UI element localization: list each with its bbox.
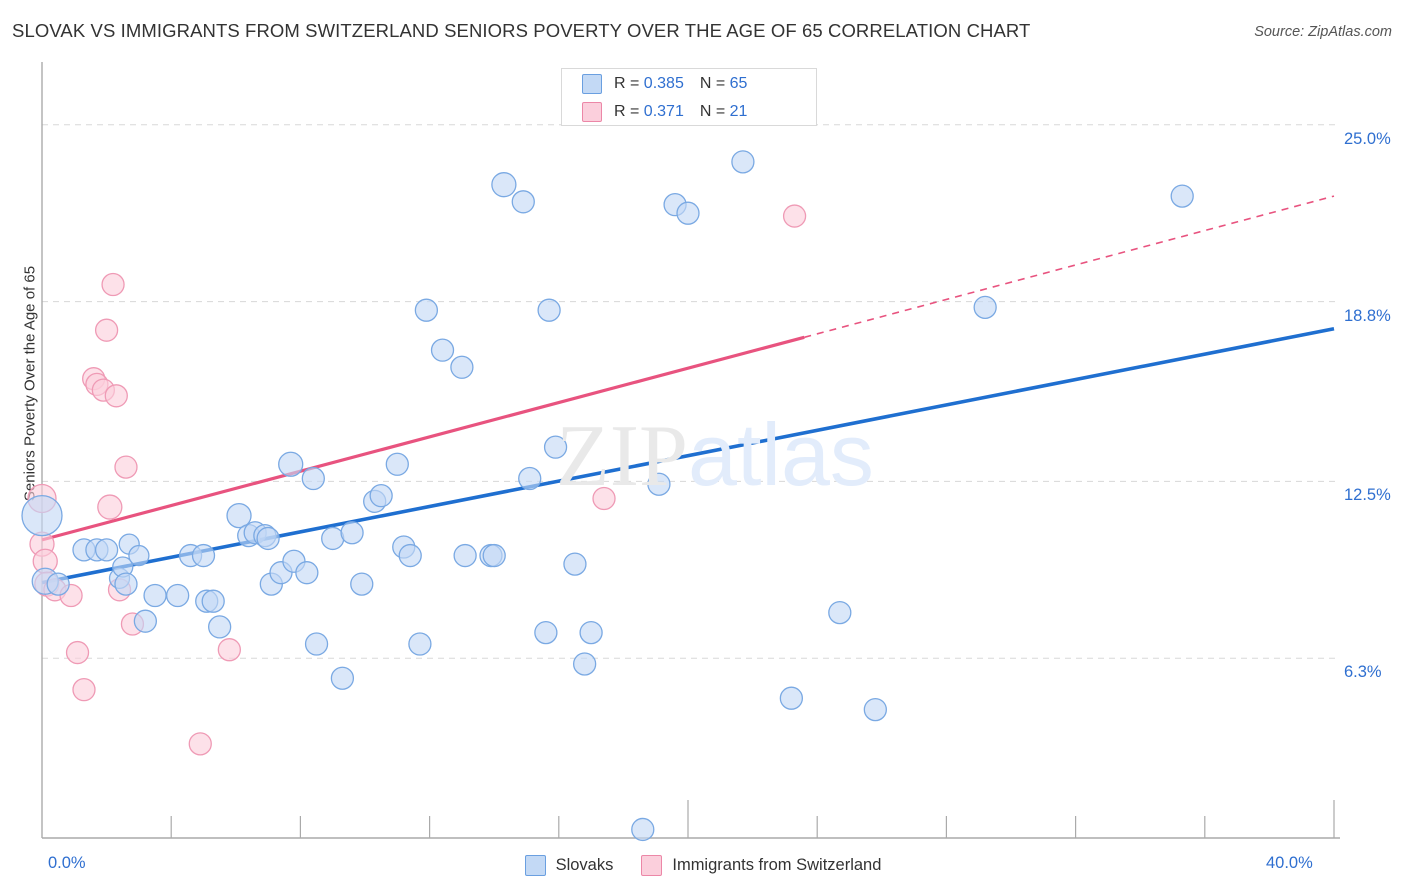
data-point <box>731 150 755 174</box>
legend-item-immigrants-from-switzerland[interactable]: Immigrants from Switzerland <box>641 854 882 876</box>
x-tick-marks <box>170 800 1335 838</box>
data-point <box>369 483 393 508</box>
data-point <box>301 466 325 491</box>
data-point <box>94 318 119 342</box>
legend-swatch-immigrants <box>641 854 663 876</box>
data-point <box>101 272 125 297</box>
data-point <box>450 355 474 379</box>
data-point <box>863 697 887 722</box>
data-point <box>828 600 852 625</box>
data-point <box>217 638 241 662</box>
stats-swatch-slovaks <box>582 74 602 94</box>
stats-legend: R = 0.385 N = 65 R = 0.371 N = 21 <box>561 68 817 126</box>
data-point <box>340 521 364 545</box>
series-legend: Slovaks Immigrants from Switzerland <box>0 848 1406 882</box>
data-point <box>563 552 587 576</box>
axis-lines <box>41 62 1340 839</box>
source-label: Source: ZipAtlas.com <box>1254 24 1392 40</box>
data-point <box>973 295 997 320</box>
data-point <box>114 455 138 479</box>
page-title: SLOVAK VS IMMIGRANTS FROM SWITZERLAND SE… <box>12 20 1031 41</box>
data-point <box>534 620 558 645</box>
data-point <box>295 561 319 585</box>
data-point <box>453 543 477 568</box>
data-point <box>537 298 561 322</box>
data-point <box>330 666 355 690</box>
data-point <box>518 466 542 491</box>
data-point <box>414 298 439 322</box>
data-point <box>191 543 216 568</box>
x-tick-label-1: 40.0% <box>1266 854 1313 872</box>
n-value-pink: 21 <box>729 103 748 120</box>
data-point <box>21 494 63 537</box>
data-point <box>779 686 804 710</box>
legend-item-slovaks[interactable]: Slovaks <box>524 854 614 876</box>
n-value-blue: 65 <box>729 75 748 92</box>
x-tick-label-0: 0.0% <box>48 854 86 872</box>
data-point <box>65 640 90 665</box>
data-point <box>97 494 123 520</box>
data-point <box>592 486 616 511</box>
data-point <box>166 583 190 608</box>
scatter-points-slovaks <box>21 150 1194 842</box>
stats-text-immigrants: R = 0.371 N = 21 <box>614 103 747 121</box>
y-tick-label-2: 12.5% <box>1344 486 1391 505</box>
data-point <box>114 572 138 596</box>
data-point <box>482 543 506 568</box>
data-point <box>782 204 807 228</box>
scatter-points-immigrants-from-switzerland <box>27 204 807 756</box>
n-label-blue: N = <box>699 75 726 92</box>
r-label-blue: R = <box>614 75 640 92</box>
data-point <box>543 435 568 459</box>
data-point <box>226 502 252 529</box>
data-point <box>304 632 329 656</box>
data-point <box>676 201 700 225</box>
data-point <box>94 538 119 562</box>
data-point <box>143 583 167 608</box>
data-point <box>385 452 409 476</box>
data-point <box>647 472 671 496</box>
legend-label-slovaks: Slovaks <box>555 855 614 874</box>
r-value-pink: 0.371 <box>643 103 684 120</box>
r-value-blue: 0.385 <box>643 75 684 92</box>
data-point <box>133 609 158 633</box>
data-point <box>579 620 603 645</box>
data-point <box>572 652 597 676</box>
y-tick-label-3: 6.3% <box>1344 663 1382 682</box>
y-tick-label-0: 25.0% <box>1344 129 1391 148</box>
data-point <box>201 589 225 613</box>
r-label-pink: R = <box>614 103 640 120</box>
legend-swatch-slovaks <box>524 854 546 876</box>
data-point <box>511 190 535 214</box>
data-point <box>278 451 304 477</box>
stats-row-immigrants: R = 0.371 N = 21 <box>562 98 816 126</box>
stats-swatch-immigrants <box>582 102 602 122</box>
stats-text-slovaks: R = 0.385 N = 65 <box>614 75 747 93</box>
data-point <box>46 572 70 596</box>
data-point <box>72 677 96 702</box>
stats-row-slovaks: R = 0.385 N = 65 <box>562 70 816 98</box>
data-point <box>256 526 280 551</box>
data-point <box>188 732 212 756</box>
legend-label-immigrants: Immigrants from Switzerland <box>672 855 882 874</box>
n-label-pink: N = <box>699 103 726 120</box>
data-point <box>398 543 422 568</box>
data-point <box>631 817 655 842</box>
data-point <box>207 615 232 639</box>
data-point <box>430 338 455 362</box>
y-tick-label-1: 18.8% <box>1344 306 1391 325</box>
data-point <box>321 526 345 551</box>
data-point <box>1170 184 1194 208</box>
data-point <box>104 384 128 408</box>
data-point <box>491 172 517 198</box>
data-point <box>350 572 374 596</box>
data-point <box>408 632 432 656</box>
data-point <box>128 544 150 567</box>
